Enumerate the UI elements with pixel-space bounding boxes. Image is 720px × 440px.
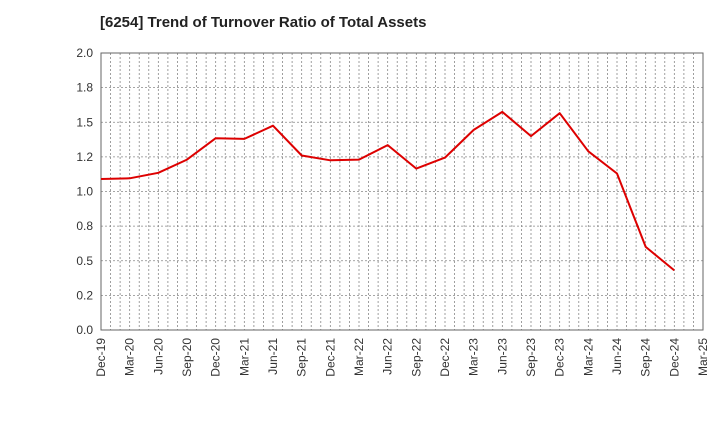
x-tick-label: Jun-23: [495, 338, 509, 375]
y-tick-label: 0.2: [76, 288, 93, 302]
x-tick-label: Jun-20: [151, 338, 165, 375]
x-tick-label: Mar-22: [352, 338, 366, 376]
x-tick-label: Dec-23: [553, 338, 567, 377]
x-tick-label: Jun-21: [266, 338, 280, 375]
x-tick-label: Sep-21: [295, 338, 309, 377]
chart-title: [6254] Trend of Turnover Ratio of Total …: [100, 14, 427, 31]
grid-lines: [101, 52, 703, 330]
series-lines: [100, 110, 675, 272]
x-tick-label: Jun-24: [610, 338, 624, 375]
x-tick-label: Mar-20: [123, 338, 137, 376]
y-tick-label: 1.2: [76, 150, 93, 164]
x-tick-label: Jun-22: [381, 338, 395, 375]
x-tick-label: Sep-24: [639, 338, 653, 377]
y-tick-label: 1.8: [76, 81, 93, 95]
tick-labels: 0.0 0.2 0.5 0.8 1.0 1.2 1.5 1.8 2.0 Dec-19 Mar-20 J…: [76, 46, 710, 377]
x-tick-label: Dec-19: [94, 338, 108, 377]
x-tick-label: Sep-22: [409, 338, 423, 377]
x-tick-label: Mar-25: [696, 338, 710, 376]
turnover-ratio-line: [100, 110, 675, 272]
x-tick-label: Dec-22: [438, 338, 452, 377]
x-tick-label: Sep-20: [180, 338, 194, 377]
x-tick-label: Dec-20: [209, 338, 223, 377]
x-tick-label: Dec-21: [323, 338, 337, 377]
y-tick-label: 0.8: [76, 219, 93, 233]
y-tick-label: 0.0: [76, 323, 93, 337]
y-tick-label: 1.5: [76, 115, 93, 129]
x-tick-label: Dec-24: [667, 338, 681, 377]
y-tick-label: 2.0: [76, 46, 93, 60]
y-tick-label: 0.5: [76, 254, 93, 268]
x-tick-label: Sep-23: [524, 338, 538, 377]
x-tick-label: Mar-21: [237, 338, 251, 376]
axes: [100, 52, 704, 331]
x-tick-label: Mar-24: [581, 338, 595, 376]
plot-frame: [100, 52, 704, 331]
x-tick-label: Mar-23: [467, 338, 481, 376]
y-tick-label: 1.0: [76, 185, 93, 199]
